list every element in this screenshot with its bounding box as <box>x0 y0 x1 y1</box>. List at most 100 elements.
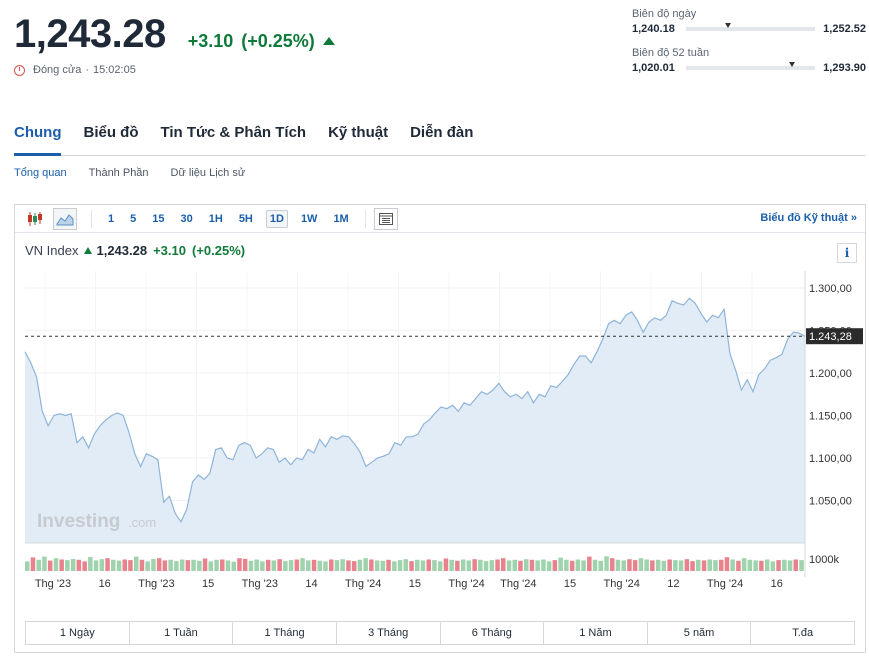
volume-bar <box>673 560 678 571</box>
price-change-percent: (+0.25%) <box>241 31 315 51</box>
volume-bar <box>437 561 443 571</box>
period-1month[interactable]: 1M <box>333 212 349 225</box>
volume-bar <box>432 560 437 571</box>
tab-forum[interactable]: Diễn đàn <box>410 124 474 141</box>
range-3month[interactable]: 3 Tháng <box>337 622 441 644</box>
volume-bar <box>82 561 87 571</box>
volume-bar <box>598 560 603 571</box>
volume-bar <box>369 559 374 571</box>
chart-legend: VN Index 1,243.28 +3.10 (+0.25%) <box>25 243 245 258</box>
tab-overview[interactable]: Chung <box>14 122 62 156</box>
double-chevron-right-icon: » <box>850 212 857 224</box>
volume-bar <box>546 561 552 571</box>
volume-bar <box>627 559 632 571</box>
price-chart[interactable]: 1.300,001.250,001.200,001.150,001.100,00… <box>15 265 865 615</box>
x-tick-label: 12 <box>667 578 679 590</box>
volume-bar <box>684 559 690 571</box>
period-15min[interactable]: 15 <box>152 212 165 225</box>
week52-range-marker <box>789 62 796 67</box>
range-1day[interactable]: 1 Ngày <box>26 622 130 644</box>
volume-bar <box>696 559 701 571</box>
week52-range-label: Biên độ 52 tuần <box>632 47 710 59</box>
volume-bar <box>569 560 575 571</box>
period-1hour[interactable]: 1H <box>208 212 223 225</box>
area-chart-icon[interactable] <box>53 207 77 230</box>
volume-bar <box>392 561 397 571</box>
range-6month[interactable]: 6 Tháng <box>441 622 545 644</box>
legend-change-percent: (+0.25%) <box>192 243 246 258</box>
volume-bar <box>415 559 420 571</box>
x-tick-label: Thg '24 <box>707 578 743 590</box>
technical-chart-link-label: Biểu đồ Kỹ thuật <box>760 212 848 224</box>
volume-bar <box>678 560 684 571</box>
time-range-selector: 1 Ngày 1 Tuần 1 Tháng 3 Tháng 6 Tháng 1 … <box>25 621 855 645</box>
volume-bar <box>655 559 661 571</box>
volume-bar <box>558 557 563 571</box>
volume-bar <box>254 559 259 571</box>
volume-bar <box>59 559 64 571</box>
volume-bar <box>105 558 110 571</box>
legend-up-arrow-icon <box>84 247 93 254</box>
volume-bar <box>615 559 621 571</box>
range-max[interactable]: T.đa <box>792 627 814 639</box>
period-1day[interactable]: 1D <box>265 209 288 228</box>
volume-bar <box>747 559 753 571</box>
volume-bar <box>409 561 414 571</box>
volume-bar <box>179 559 185 571</box>
volume-bar <box>185 560 191 571</box>
volume-bar <box>719 559 724 571</box>
last-price: 1,243.28 <box>14 12 166 56</box>
settings-panel-icon[interactable] <box>373 207 398 230</box>
period-5hour[interactable]: 5H <box>238 212 253 225</box>
subtab-components[interactable]: Thành Phần <box>88 167 149 179</box>
volume-bar <box>759 560 764 571</box>
info-button[interactable]: i <box>837 243 857 263</box>
legend-change: +3.10 <box>153 243 186 258</box>
subtab-historical-data[interactable]: Dữ liệu Lịch sử <box>170 167 246 179</box>
day-range-marker <box>724 23 731 28</box>
day-range-high: 1,252.52 <box>823 23 866 35</box>
volume-bar <box>386 559 391 571</box>
volume-bar <box>283 561 288 571</box>
y-tick-label: 1.150,00 <box>809 411 852 423</box>
period-1min[interactable]: 1 <box>108 212 115 225</box>
volume-bar <box>524 559 529 571</box>
volume-bar <box>753 560 758 571</box>
volume-bar <box>231 561 236 571</box>
volume-bar <box>426 559 431 571</box>
candlestick-icon[interactable] <box>23 208 47 230</box>
volume-bar <box>478 559 483 571</box>
period-30min[interactable]: 30 <box>180 212 193 225</box>
range-1year[interactable]: 1 Năm <box>544 622 648 644</box>
volume-bar <box>300 558 305 571</box>
volume-bar <box>701 560 707 571</box>
range-1week[interactable]: 1 Tuần <box>130 622 234 644</box>
period-5min[interactable]: 5 <box>130 212 137 225</box>
volume-bar <box>604 556 609 571</box>
tab-technical[interactable]: Kỹ thuật <box>328 124 389 141</box>
volume-bar <box>610 558 615 571</box>
volume-bar <box>357 559 363 571</box>
week52-range-track <box>686 62 816 70</box>
market-status-text: Đóng cửa <box>33 64 82 76</box>
tab-chart[interactable]: Biểu đồ <box>83 124 139 141</box>
volume-bar <box>128 560 133 571</box>
volume-bar <box>53 558 59 571</box>
current-price-badge <box>806 328 863 345</box>
volume-bar <box>707 559 712 571</box>
volume-bar <box>265 559 271 571</box>
volume-bar <box>334 560 340 571</box>
x-tick-label: 16 <box>99 578 111 590</box>
period-1week[interactable]: 1W <box>300 212 318 225</box>
volume-bar <box>380 560 386 571</box>
volume-bar <box>65 560 70 571</box>
technical-chart-link[interactable]: Biểu đồ Kỹ thuật » <box>760 212 857 224</box>
subtab-summary[interactable]: Tổng quan <box>14 167 67 179</box>
volume-bar <box>495 559 500 571</box>
tab-news-analysis[interactable]: Tin Tức & Phân Tích <box>160 124 307 141</box>
range-5year[interactable]: 5 năm <box>648 622 752 644</box>
x-tick-label: 15 <box>409 578 421 590</box>
x-tick-label: Thg '23 <box>138 578 174 590</box>
range-1month[interactable]: 1 Tháng <box>233 622 337 644</box>
volume-bar <box>581 560 586 571</box>
